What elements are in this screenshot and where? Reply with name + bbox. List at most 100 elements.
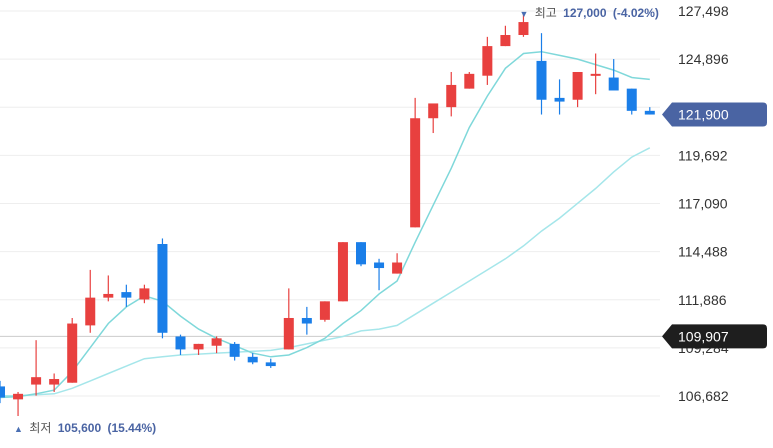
high-price-label: ▼ 최고 127,000 (-4.02%) bbox=[519, 6, 658, 20]
candle-body bbox=[67, 323, 78, 383]
candle bbox=[319, 301, 330, 322]
candle bbox=[572, 71, 583, 108]
candle bbox=[337, 242, 348, 302]
candle-body bbox=[554, 97, 565, 102]
y-tick-label: 127,498 bbox=[678, 3, 729, 19]
candle bbox=[31, 340, 42, 396]
current-price-tag-bg bbox=[662, 102, 767, 127]
candle-body bbox=[229, 343, 240, 357]
reference-price-tag: 109,907 bbox=[662, 324, 767, 349]
candle bbox=[536, 33, 547, 115]
candle bbox=[410, 97, 421, 228]
candle bbox=[211, 336, 222, 354]
candle-body bbox=[139, 288, 150, 300]
candle-body bbox=[446, 84, 457, 108]
y-tick-label: 117,090 bbox=[678, 196, 728, 212]
candle-body bbox=[319, 301, 330, 320]
candle bbox=[518, 12, 529, 37]
candle-body bbox=[247, 356, 258, 363]
candle bbox=[374, 258, 385, 291]
candle bbox=[157, 238, 168, 339]
candle-body bbox=[301, 317, 312, 324]
ma-short-line bbox=[0, 50, 650, 399]
candle bbox=[175, 334, 186, 355]
y-tick-label: 119,692 bbox=[678, 147, 728, 163]
candle-body bbox=[572, 71, 583, 100]
candle bbox=[0, 380, 5, 404]
candle-body bbox=[536, 60, 547, 100]
reference-price-tag-bg bbox=[662, 324, 767, 349]
candle-body bbox=[590, 73, 601, 76]
candle bbox=[446, 71, 457, 117]
candle-body bbox=[482, 46, 493, 76]
candle bbox=[49, 373, 60, 392]
candle-body bbox=[175, 336, 186, 350]
candle-body bbox=[31, 377, 42, 385]
high-value: 127,000 bbox=[563, 6, 607, 20]
candle-body bbox=[49, 379, 60, 385]
candle bbox=[644, 107, 655, 115]
candle-body bbox=[464, 73, 475, 89]
candle bbox=[356, 242, 366, 267]
candle-body bbox=[626, 88, 637, 111]
candle-body bbox=[13, 393, 24, 400]
candle-body bbox=[608, 77, 619, 91]
candle-body bbox=[121, 292, 132, 298]
candle bbox=[608, 59, 619, 91]
candle bbox=[301, 306, 312, 335]
low-value: 105,600 bbox=[58, 421, 102, 435]
candle-body bbox=[157, 244, 168, 333]
candle-body bbox=[103, 293, 114, 298]
candle-body bbox=[518, 22, 529, 36]
candle bbox=[265, 358, 276, 368]
candle bbox=[554, 79, 565, 115]
grid-lines bbox=[0, 10, 660, 397]
candle-body bbox=[211, 338, 222, 346]
low-price-label: ▲ 최저 105,600 (15.44%) bbox=[14, 421, 156, 435]
current-price-value: 121,900 bbox=[678, 107, 729, 123]
y-tick-label: 114,488 bbox=[678, 244, 728, 260]
candle bbox=[590, 53, 601, 95]
low-text: 최저 bbox=[29, 421, 51, 435]
candle bbox=[67, 317, 78, 383]
candle bbox=[464, 71, 475, 89]
candle-body bbox=[265, 362, 276, 367]
candle bbox=[229, 342, 240, 361]
candle-body bbox=[283, 317, 294, 350]
moving-averages bbox=[0, 50, 651, 399]
candle bbox=[626, 88, 637, 115]
ma-long-line bbox=[0, 147, 651, 397]
high-marker: ▼ bbox=[519, 9, 528, 19]
y-tick-label: 111,886 bbox=[678, 292, 727, 308]
candle-body bbox=[374, 262, 385, 269]
candle bbox=[193, 343, 204, 355]
candle-body bbox=[410, 118, 421, 228]
low-marker: ▲ bbox=[14, 424, 23, 434]
candle bbox=[283, 288, 294, 350]
candle-body bbox=[0, 386, 5, 398]
candles bbox=[0, 12, 655, 417]
high-pct: (-4.02%) bbox=[613, 6, 659, 20]
candle bbox=[428, 103, 439, 134]
high-text: 최고 bbox=[535, 6, 557, 20]
y-tick-label: 106,682 bbox=[678, 388, 729, 404]
candle bbox=[392, 253, 403, 274]
candle-body bbox=[356, 242, 366, 265]
candle bbox=[247, 353, 258, 365]
candle bbox=[85, 269, 96, 333]
candle bbox=[13, 391, 24, 417]
candle-body bbox=[193, 343, 204, 350]
candle-body bbox=[85, 297, 96, 326]
candle bbox=[121, 284, 132, 307]
candle-body bbox=[392, 262, 403, 274]
current-price-tag: 121,900 bbox=[662, 102, 767, 127]
candle-body bbox=[500, 35, 511, 47]
candle bbox=[482, 36, 493, 85]
candle bbox=[103, 275, 114, 302]
candle-body bbox=[644, 110, 655, 115]
candle-body bbox=[428, 103, 439, 119]
candle bbox=[500, 25, 511, 47]
candle-body bbox=[337, 242, 348, 302]
low-pct: (15.44%) bbox=[107, 421, 156, 435]
